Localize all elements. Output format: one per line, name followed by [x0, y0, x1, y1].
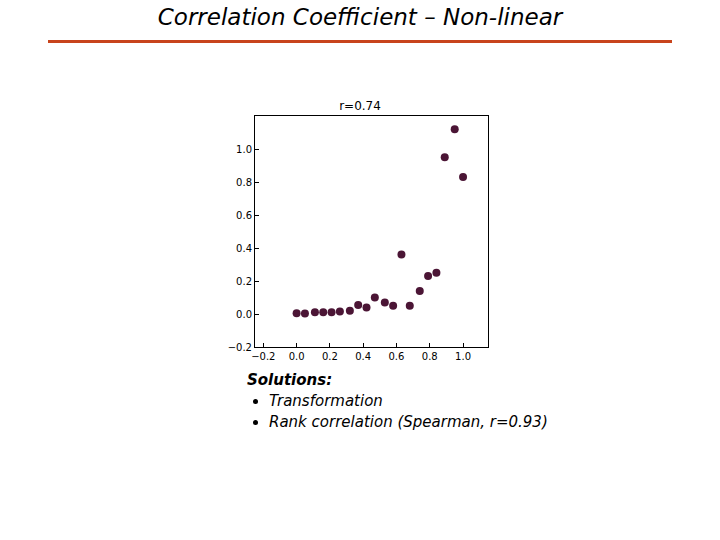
svg-text:0.6: 0.6	[236, 210, 252, 221]
svg-text:0.8: 0.8	[236, 177, 252, 188]
html-text:Rank correlation (Spearman, r=: Rank correlation (Spearman, r=0.93)	[269, 413, 548, 431]
svg-text:1.0: 1.0	[236, 144, 252, 155]
svg-text:−0.2: −0.2	[228, 342, 252, 353]
svg-text:0.2: 0.2	[322, 351, 338, 362]
svg-text:0.0: 0.0	[289, 351, 305, 362]
svg-text:r=0.74: r=0.74	[339, 99, 381, 113]
svg-text:0.4: 0.4	[355, 351, 371, 362]
html-text:Transformation: Transformation	[269, 392, 383, 410]
svg-text:0.6: 0.6	[389, 351, 405, 362]
svg-text:0.4: 0.4	[236, 243, 252, 254]
svg-text:0.0: 0.0	[236, 309, 252, 320]
html-text:Correlation Coefficient – Non-: Correlation Coefficient – Non-linear	[157, 4, 563, 30]
svg-text:−0.2: −0.2	[251, 351, 275, 362]
svg-text:0.8: 0.8	[422, 351, 438, 362]
svg-text:0.2: 0.2	[236, 276, 252, 287]
svg-text:1.0: 1.0	[455, 351, 471, 362]
html-text:Solutions:: Solutions:	[247, 371, 333, 389]
